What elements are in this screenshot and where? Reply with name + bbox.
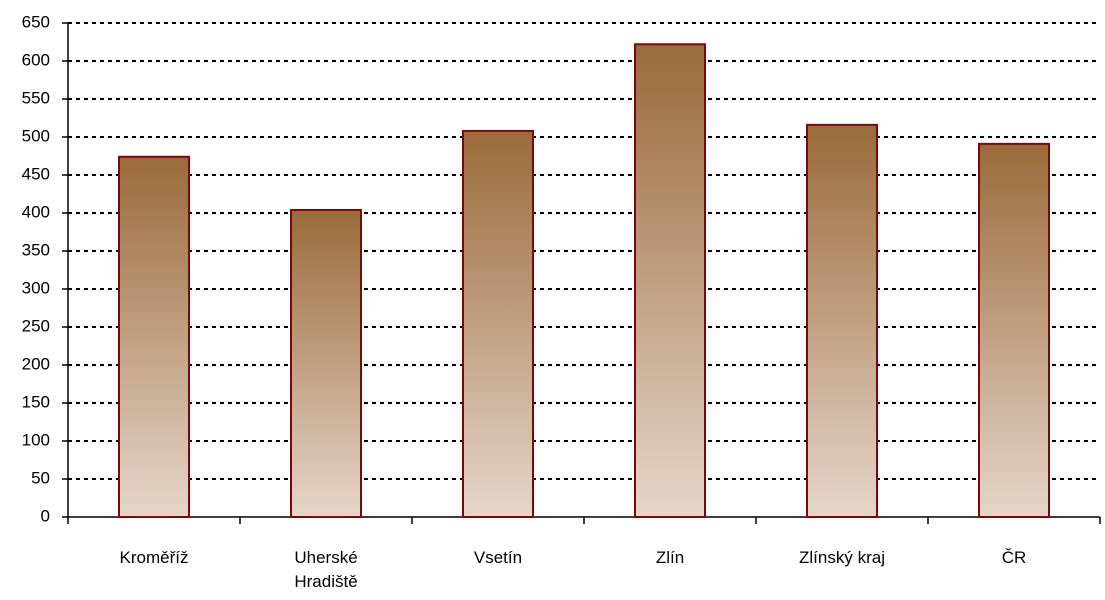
y-tick-label: 350 (22, 240, 50, 259)
y-tick-label: 500 (22, 126, 50, 145)
x-tick-label: Zlín (655, 548, 685, 567)
y-tick-label: 100 (22, 430, 50, 449)
x-tick-label: ČR (1001, 548, 1027, 567)
bar (634, 43, 706, 518)
y-tick-label: 400 (22, 202, 50, 221)
bar (118, 155, 190, 518)
y-tick-label: 650 (22, 12, 50, 31)
bar (806, 123, 878, 518)
x-tick-label: Vsetín (473, 548, 523, 567)
y-tick-label: 300 (22, 278, 50, 297)
y-tick-label: 150 (22, 392, 50, 411)
y-tick-label: 600 (22, 50, 50, 69)
y-tick-label: 450 (22, 164, 50, 183)
y-tick-label: 250 (22, 316, 50, 335)
bar (290, 208, 362, 519)
y-tick-label: 200 (22, 354, 50, 373)
y-tick-label: 50 (31, 468, 50, 487)
bar (978, 142, 1050, 518)
x-tick-label: Kroměříž (119, 548, 189, 567)
x-tick-label: Uherské Hradiště (294, 548, 358, 591)
bar (462, 129, 534, 518)
y-tick-label: 550 (22, 88, 50, 107)
y-tick-label: 0 (41, 506, 50, 525)
x-tick-label: Zlínský kraj (799, 548, 885, 567)
